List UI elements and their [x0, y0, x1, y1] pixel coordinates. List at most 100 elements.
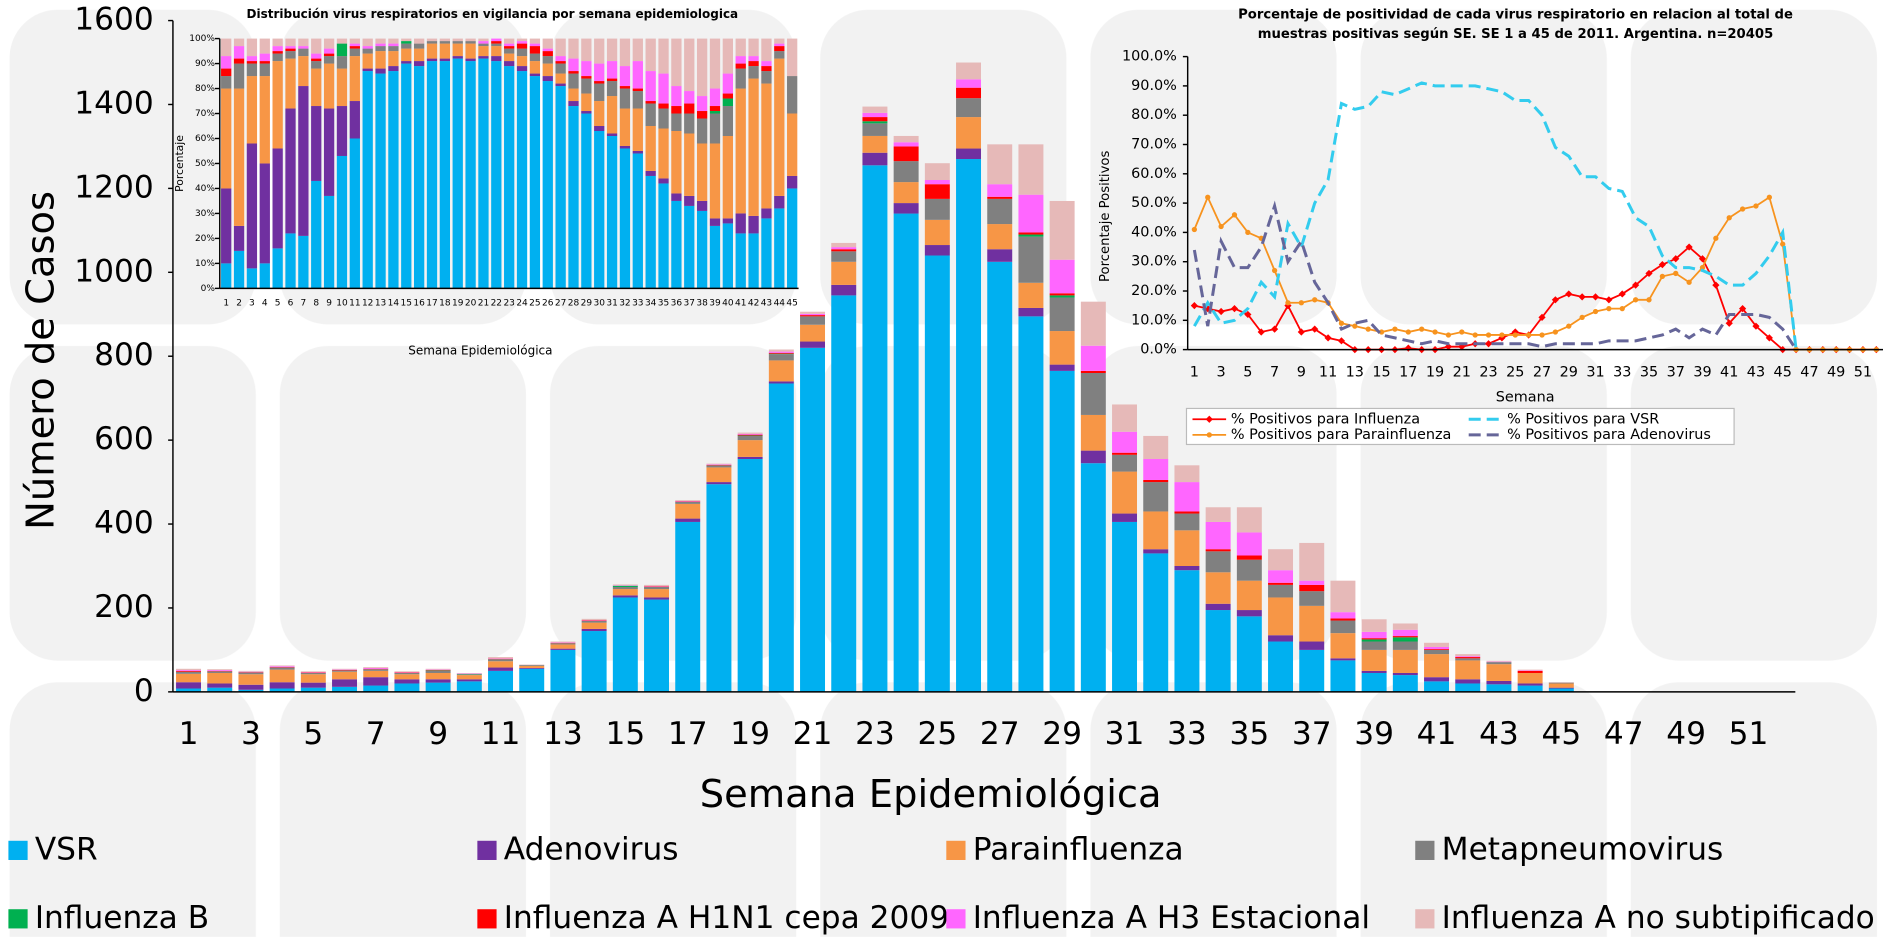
marker — [1512, 332, 1518, 338]
y-tick-label: 80% — [195, 84, 215, 94]
x-tick-label: 49 — [1666, 716, 1706, 752]
marker — [1685, 243, 1693, 251]
x-tick-label: 47 — [1800, 364, 1818, 380]
bar-segment — [1361, 639, 1387, 642]
bar-segment — [924, 184, 950, 199]
bar-segment — [594, 63, 605, 82]
x-tick-label: 13 — [375, 298, 386, 308]
bar-segment — [1080, 301, 1106, 346]
bar-segment — [1205, 572, 1231, 604]
x-tick-label: 21 — [478, 298, 489, 308]
bar-segment — [671, 106, 682, 114]
bar-segment — [768, 360, 794, 382]
bar-segment — [632, 61, 643, 89]
bar-segment — [300, 687, 326, 692]
y-tick-label: 50.0% — [1131, 195, 1177, 211]
bar-segment — [774, 38, 785, 44]
bar-segment — [1517, 669, 1543, 671]
x-tick-label: 45 — [1774, 364, 1792, 380]
bar-segment — [987, 249, 1013, 262]
x-tick-label: 25 — [1506, 364, 1524, 380]
bar-segment — [1205, 551, 1231, 573]
y-tick-label: 60% — [195, 134, 215, 144]
bar-segment — [1424, 646, 1450, 650]
bar-segment — [221, 188, 232, 264]
bar-segment — [1392, 675, 1418, 692]
bar-segment — [1143, 549, 1169, 554]
bar-segment — [1018, 194, 1044, 233]
bar-segment — [768, 383, 794, 692]
marker — [1592, 308, 1599, 315]
legend-marker — [1206, 432, 1212, 438]
bar-segment — [439, 43, 451, 59]
marker — [1297, 328, 1305, 336]
x-tick-label: 8 — [313, 298, 319, 308]
bar-segment — [1080, 463, 1106, 692]
bar-segment — [1392, 623, 1418, 630]
bar-segment — [862, 106, 888, 113]
x-tick-label: 3 — [249, 298, 255, 308]
x-tick-label: 29 — [1560, 364, 1578, 380]
bar-segment — [300, 672, 326, 675]
bar-segment — [394, 672, 420, 675]
bar-segment — [658, 183, 669, 289]
bar-segment — [1330, 660, 1356, 692]
bar-segment — [300, 674, 326, 683]
bar-segment — [1049, 295, 1075, 298]
bar-segment — [238, 689, 264, 692]
line-legend-box — [1185, 407, 1735, 446]
bar-segment — [1112, 404, 1138, 432]
bar-segment — [519, 665, 545, 666]
bar-segment — [632, 91, 643, 109]
bar-segment — [488, 667, 514, 671]
bar-segment — [862, 165, 888, 692]
bar-segment — [612, 584, 638, 586]
bar-segment — [1018, 144, 1044, 195]
bar-segment — [684, 133, 695, 196]
bar-segment — [737, 434, 763, 436]
x-tick-label: 23 — [1479, 364, 1497, 380]
bar-segment — [632, 38, 643, 62]
x-tick-label: 37 — [1667, 364, 1685, 380]
bar-segment — [1143, 435, 1169, 460]
bar-segment — [581, 620, 607, 623]
bar-segment — [568, 73, 579, 89]
bar-segment — [221, 88, 232, 189]
bar-segment — [893, 203, 919, 214]
marker — [1485, 332, 1492, 338]
x-tick-label: 5 — [1243, 364, 1252, 380]
bar-segment — [722, 93, 733, 99]
x-tick-label: 27 — [1533, 364, 1551, 380]
bar-segment — [465, 61, 476, 289]
bar-segment — [207, 669, 233, 671]
bar-segment — [246, 63, 258, 77]
bar-segment — [1455, 683, 1481, 692]
bar-segment — [269, 688, 295, 692]
x-tick-label: 15 — [1372, 364, 1390, 380]
bar-segment — [488, 657, 514, 659]
x-tick-label: 41 — [735, 298, 746, 308]
bar-segment — [478, 43, 489, 47]
x-tick-label: 17 — [426, 298, 437, 308]
bar-segment — [362, 46, 373, 49]
x-tick-label: 39 — [1354, 716, 1394, 752]
bar-segment — [465, 38, 476, 42]
bar-segment — [426, 38, 438, 42]
bar-segment — [709, 111, 721, 114]
bar-segment — [774, 46, 785, 52]
bar-segment — [787, 113, 798, 176]
x-tick-label: 35 — [1229, 716, 1269, 752]
bar-segment — [862, 121, 888, 124]
bar-segment — [761, 61, 772, 67]
bar-segment — [696, 111, 708, 119]
bar-segment — [413, 43, 425, 49]
bar-segment — [542, 63, 553, 77]
bar-segment — [987, 261, 1013, 692]
bar-segment — [748, 38, 759, 57]
bar-segment — [619, 86, 631, 89]
bar-segment — [761, 83, 772, 209]
legend-swatch — [1415, 840, 1435, 860]
bar-segment — [893, 182, 919, 204]
y-tick-label: 90% — [195, 59, 215, 69]
bar-segment — [1174, 565, 1200, 571]
